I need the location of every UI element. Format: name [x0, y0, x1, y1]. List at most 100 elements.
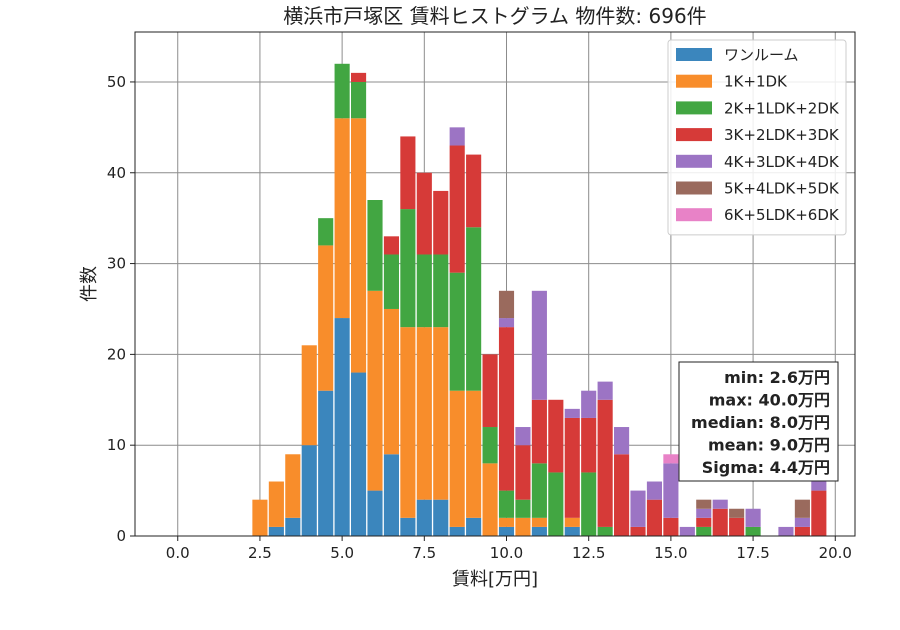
bar-segment	[811, 481, 827, 491]
bar-segment	[466, 227, 482, 391]
bar-segment	[515, 445, 531, 500]
bar-segment	[729, 517, 745, 536]
bar-segment	[400, 136, 416, 210]
bar-segment	[400, 209, 416, 328]
bar-segment	[531, 526, 547, 536]
stats-line: max: 40.0万円	[709, 391, 830, 410]
bar-segment	[433, 499, 449, 536]
bar-segment	[597, 399, 613, 527]
bar-segment	[581, 417, 597, 473]
y-tick-label: 40	[107, 164, 126, 182]
bar-segment	[318, 218, 334, 246]
bar-segment	[696, 508, 712, 518]
bar-segment	[498, 517, 515, 527]
bar-segment	[548, 472, 564, 536]
stats-box-frame	[678, 361, 839, 482]
bar-segment	[367, 290, 383, 491]
bar-segment	[515, 499, 531, 518]
bar-segment	[416, 254, 432, 328]
legend-label: 1K+1DK	[724, 73, 788, 91]
stats-line: Sigma: 4.4万円	[702, 458, 830, 477]
bar-segment	[383, 236, 399, 255]
legend-swatch	[676, 48, 712, 61]
legend-label: 5K+4LDK+5DK	[724, 180, 840, 198]
bar-segment	[745, 508, 761, 527]
legend-label: 4K+3LDK+4DK	[724, 153, 840, 171]
bar-segment	[564, 517, 580, 527]
bar-segment	[466, 390, 482, 518]
x-tick-label: 2.5	[248, 544, 272, 562]
bar-segment	[548, 399, 564, 473]
bar-segment	[614, 427, 630, 455]
bar-segment	[696, 526, 712, 536]
legend-label: 2K+1LDK+2DK	[724, 99, 840, 117]
legend: ワンルーム 1K+1DK 2K+1LDK+2DK 3K+2LDK+3DK 4K+3LDK…	[667, 39, 847, 236]
bar-segment	[285, 517, 301, 536]
bar-segment	[696, 499, 712, 509]
stats-box: min: 2.6万円 max: 40.0万円 median: 8.0万円 mean: …	[678, 361, 839, 482]
bar-segment	[663, 463, 679, 518]
bar-segment	[416, 327, 432, 500]
bar-segment	[630, 490, 646, 527]
bar-segment	[498, 290, 515, 319]
legend-label: ワンルーム	[724, 46, 799, 64]
legend-swatch	[676, 101, 712, 115]
bar-segment	[433, 190, 449, 255]
bar-segment	[449, 127, 465, 146]
bar-segment	[696, 517, 712, 527]
bar-segment	[268, 526, 284, 536]
bar-segment	[449, 145, 465, 273]
bar-segment	[794, 526, 810, 536]
bar-segment	[482, 354, 498, 428]
bar-segment	[729, 508, 745, 518]
legend-swatch	[676, 128, 712, 142]
bar-segment	[564, 417, 580, 518]
bar-segment	[482, 463, 498, 536]
x-axis-label: 賃料[万円]	[452, 569, 538, 590]
bar-segment	[778, 526, 794, 536]
bar-segment	[564, 408, 580, 418]
bar-segment	[466, 154, 482, 228]
bar-segment	[646, 481, 663, 500]
legend-box	[667, 39, 847, 236]
bar-segment	[531, 463, 547, 518]
bar-segment	[466, 517, 482, 536]
bar-segment	[564, 526, 580, 536]
bar-segment	[301, 345, 317, 446]
bar-segment	[318, 245, 334, 391]
bar-segment	[498, 490, 515, 518]
bar-segment	[531, 399, 547, 464]
bar-segment	[811, 490, 827, 536]
bar-segment	[351, 72, 367, 82]
bar-segment	[301, 445, 317, 536]
axis-ticks: 0.0 2.5 5.0 7.5 10.0 12.5 15.0 17.5 20.0 0 10 20 30 4…	[107, 73, 852, 562]
bar-segment	[663, 454, 679, 464]
bar-segment	[794, 517, 810, 527]
bar-segment	[252, 499, 268, 536]
bar-segment	[400, 327, 416, 518]
legend-swatch	[676, 181, 712, 195]
bar-segment	[449, 390, 465, 527]
bar-segment	[581, 390, 597, 418]
bar-segment	[351, 118, 367, 373]
y-tick-label: 0	[116, 527, 126, 545]
bar-segment	[318, 390, 334, 536]
legend-swatch	[676, 74, 712, 88]
bar-segment	[515, 517, 531, 536]
bar-segment	[268, 481, 284, 527]
legend-swatch	[676, 208, 712, 222]
legend-label: 6K+5LDK+6DK	[724, 206, 840, 224]
bar-segment	[712, 499, 728, 509]
bar-segment	[416, 172, 432, 255]
bar-segment	[449, 272, 465, 391]
y-tick-label: 30	[107, 255, 126, 273]
bar-segment	[334, 318, 350, 536]
bar-segment	[367, 200, 383, 291]
x-tick-label: 20.0	[819, 544, 852, 562]
bar-segment	[515, 427, 531, 446]
plot-frame	[134, 31, 856, 537]
bar-segment	[285, 454, 301, 518]
bar-segment	[334, 118, 350, 319]
bar-segment	[400, 517, 416, 536]
bar-segment	[679, 526, 695, 536]
